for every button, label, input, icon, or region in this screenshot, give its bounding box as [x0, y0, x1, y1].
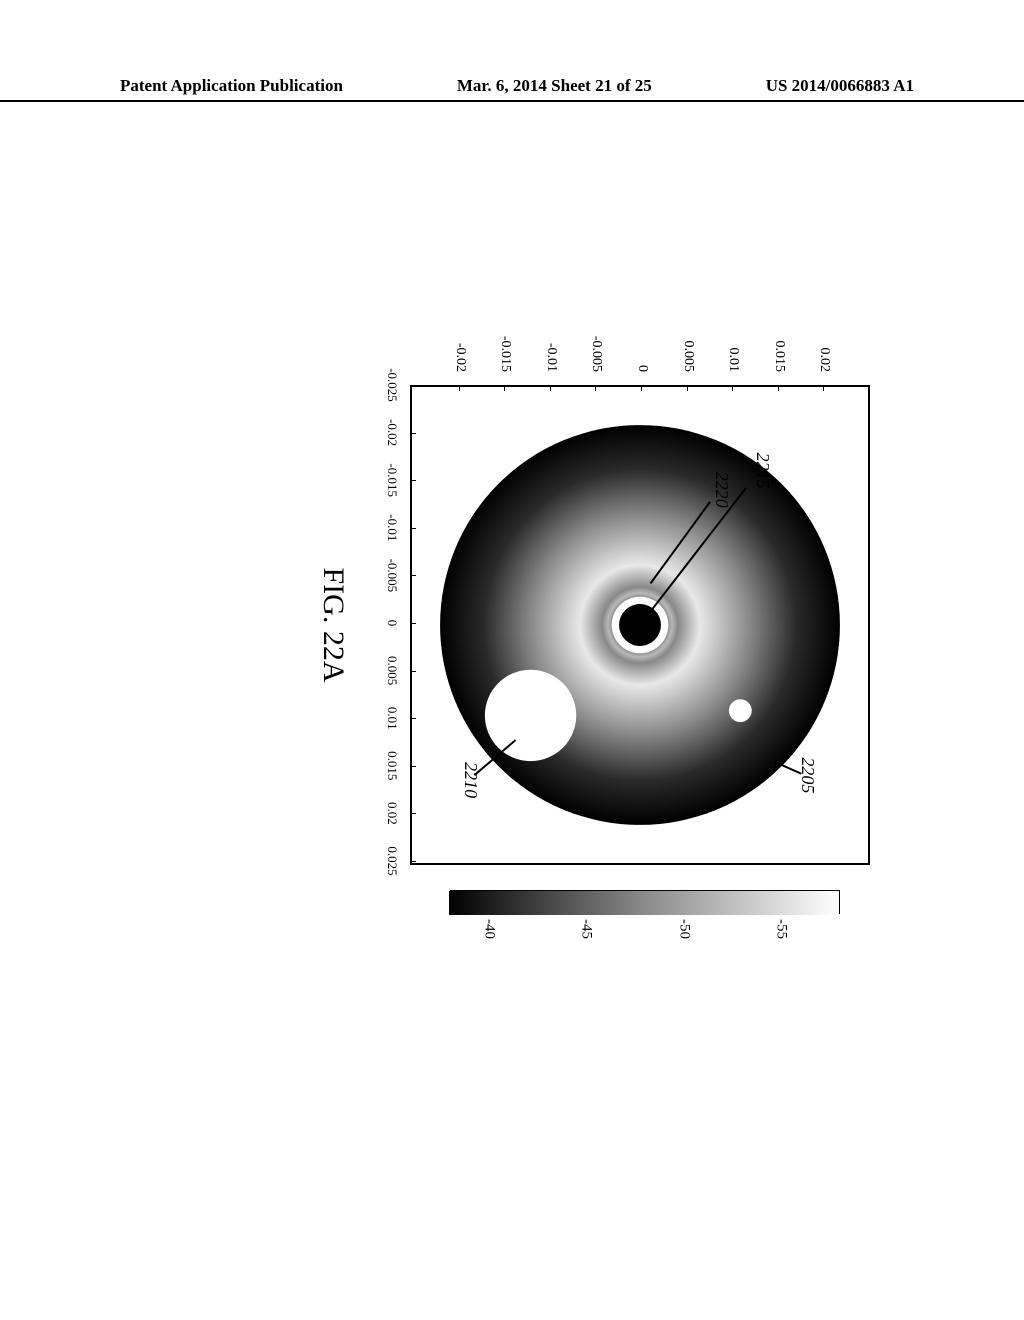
page-header: Patent Application Publication Mar. 6, 2…	[0, 76, 1024, 102]
y-tickmark	[459, 385, 460, 391]
y-tickmark	[687, 385, 688, 391]
colorbar-tick-label: -40	[481, 919, 498, 939]
x-tick-label: -0.005	[384, 559, 400, 593]
x-tickmark	[410, 766, 416, 767]
y-tick-label: -0.005	[588, 336, 604, 372]
colorbar	[450, 890, 840, 914]
x-tickmark	[410, 575, 416, 576]
x-tick-label: 0	[384, 620, 400, 627]
y-tick-label: -0.01	[543, 343, 559, 372]
y-tickmark	[504, 385, 505, 391]
x-tickmark	[410, 623, 416, 624]
x-tick-label: 0.02	[384, 802, 400, 825]
x-tickmark	[410, 861, 416, 862]
callout-label: 2210	[460, 762, 481, 798]
header-left: Patent Application Publication	[120, 76, 343, 96]
x-tickmark	[410, 813, 416, 814]
x-tick-label: 0.015	[384, 751, 400, 780]
x-tick-label: -0.02	[384, 419, 400, 446]
colorbar-tick-label: -50	[676, 919, 693, 939]
header-right: US 2014/0066883 A1	[766, 76, 914, 96]
y-tickmark	[641, 385, 642, 391]
colorbar-tick-label: -55	[773, 919, 790, 939]
y-tickmark	[550, 385, 551, 391]
x-tickmark	[410, 433, 416, 434]
callout-label: 2220	[711, 472, 732, 508]
x-tick-label: 0.005	[384, 656, 400, 685]
x-tickmark	[410, 671, 416, 672]
x-tickmark	[410, 528, 416, 529]
callout-label: 2205	[797, 757, 818, 793]
x-tick-label: 0.01	[384, 707, 400, 730]
y-tickmark	[778, 385, 779, 391]
y-tick-label: 0.01	[725, 348, 741, 373]
x-tickmark	[410, 718, 416, 719]
x-tick-label: 0.025	[384, 846, 400, 875]
y-tick-label: 0	[634, 365, 650, 372]
x-tickmark	[410, 385, 416, 386]
x-tickmark	[410, 480, 416, 481]
y-tick-label: -0.02	[452, 343, 468, 372]
y-tick-label: 0.005	[680, 341, 696, 373]
y-axis-ticks: 0.02 0.015 0.01 0.005 0 -0.005 -0.01 -0.015 -0.0…	[410, 315, 870, 380]
x-axis-ticks: -0.025-0.02-0.015-0.01-0.00500.0050.010.…	[370, 385, 410, 865]
figure-caption: FIG. 22A	[316, 385, 350, 865]
y-tickmark	[732, 385, 733, 391]
callout-label: 2215	[752, 453, 773, 489]
feature-circle	[485, 670, 576, 761]
y-tick-label: 0.015	[771, 341, 787, 373]
y-tickmark	[595, 385, 596, 391]
colorbar-tick-label: -45	[578, 919, 595, 939]
feature-circle	[729, 699, 752, 722]
header-center: Mar. 6, 2014 Sheet 21 of 25	[457, 76, 652, 96]
x-tick-label: -0.015	[384, 463, 400, 497]
colorbar-ticks: -55 -50 -45 -40	[450, 919, 840, 969]
y-tick-label: 0.02	[816, 348, 832, 373]
x-tick-label: -0.025	[384, 368, 400, 402]
figure-22a: 0.02 0.015 0.01 0.005 0 -0.005 -0.01 -0.015 -0.0…	[140, 315, 910, 995]
x-tick-label: -0.01	[384, 514, 400, 541]
y-tickmark	[823, 385, 824, 391]
colorbar-gradient	[449, 891, 839, 915]
y-tick-label: -0.015	[497, 336, 513, 372]
